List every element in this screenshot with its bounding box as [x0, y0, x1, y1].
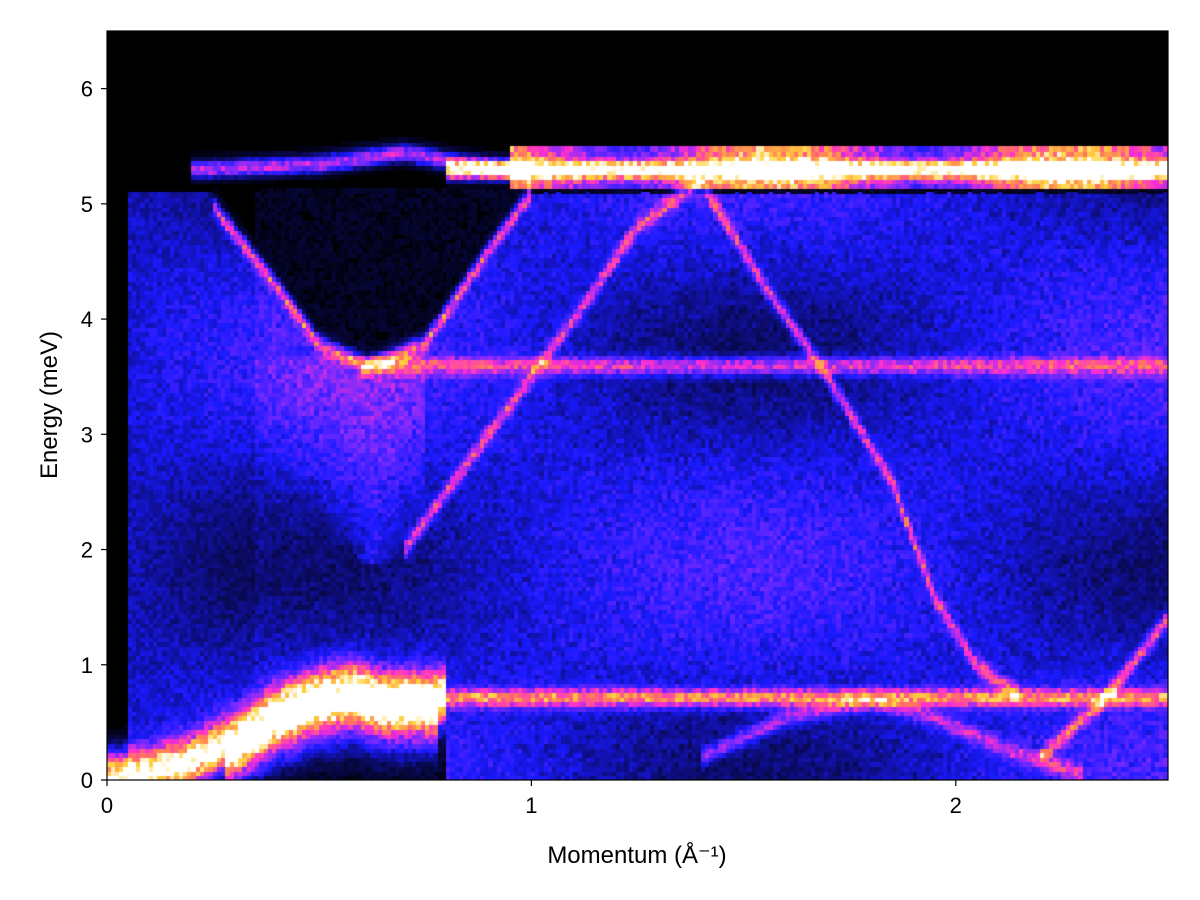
x-tick-label: 0: [101, 793, 113, 818]
plot-frame: [106, 30, 1169, 781]
heatmap-canvas-holder: [107, 31, 1168, 780]
heatmap-canvas: [107, 31, 1168, 780]
y-axis-ticks: 0 1 2 3 4 5 6: [81, 77, 107, 793]
y-tick-label: 2: [81, 538, 93, 563]
y-tick-label: 4: [81, 307, 93, 332]
x-axis-label: Momentum (Å⁻¹): [547, 841, 726, 869]
x-tick-label: 1: [525, 793, 537, 818]
y-tick-label: 5: [81, 192, 93, 217]
y-axis-label: Energy (meV): [36, 331, 63, 479]
x-tick-label: 2: [950, 793, 962, 818]
x-axis-ticks: 0 1 2: [101, 780, 962, 818]
y-tick-label: 6: [81, 77, 93, 102]
y-tick-label: 1: [81, 653, 93, 678]
y-tick-label: 0: [81, 768, 93, 793]
y-tick-label: 3: [81, 422, 93, 447]
